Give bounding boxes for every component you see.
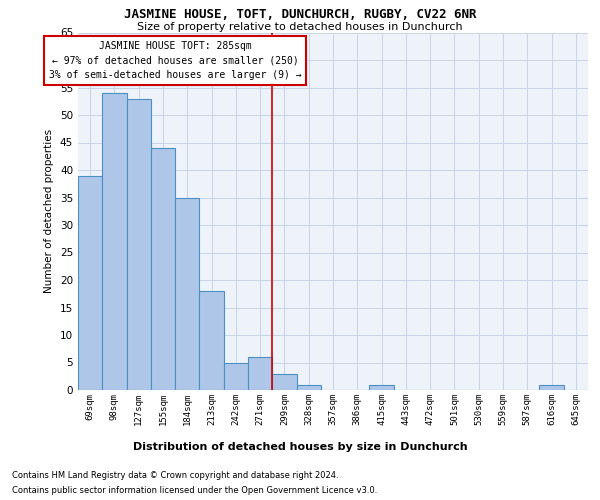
Text: JASMINE HOUSE TOFT: 285sqm
← 97% of detached houses are smaller (250)
3% of semi: JASMINE HOUSE TOFT: 285sqm ← 97% of deta… [49, 41, 301, 80]
Bar [199, 291, 224, 390]
Text: Contains HM Land Registry data © Crown copyright and database right 2024.: Contains HM Land Registry data © Crown c… [12, 471, 338, 480]
Bar [296, 384, 321, 390]
Bar [78, 176, 102, 390]
Bar [151, 148, 175, 390]
Text: Contains public sector information licensed under the Open Government Licence v3: Contains public sector information licen… [12, 486, 377, 495]
Bar [175, 198, 199, 390]
Y-axis label: Number of detached properties: Number of detached properties [44, 129, 55, 294]
Bar [224, 362, 248, 390]
Bar [539, 384, 564, 390]
Bar [127, 98, 151, 390]
Text: Size of property relative to detached houses in Dunchurch: Size of property relative to detached ho… [137, 22, 463, 32]
Bar [272, 374, 296, 390]
Text: JASMINE HOUSE, TOFT, DUNCHURCH, RUGBY, CV22 6NR: JASMINE HOUSE, TOFT, DUNCHURCH, RUGBY, C… [124, 8, 476, 20]
Text: Distribution of detached houses by size in Dunchurch: Distribution of detached houses by size … [133, 442, 467, 452]
Bar [370, 384, 394, 390]
Bar [102, 93, 127, 390]
Bar [248, 357, 272, 390]
